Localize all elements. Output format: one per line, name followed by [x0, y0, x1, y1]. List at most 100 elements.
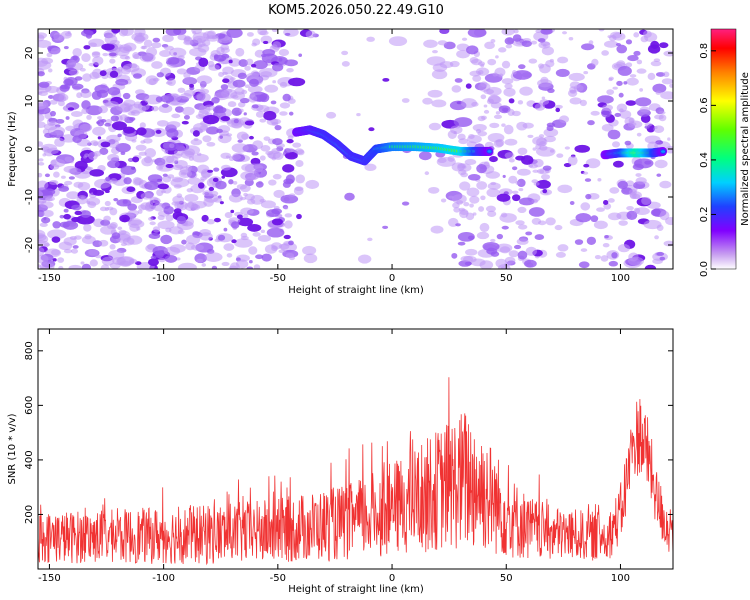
- noise-speck: [457, 231, 475, 242]
- noise-speck: [656, 173, 662, 177]
- noise-speck: [431, 69, 448, 80]
- noise-speck: [274, 124, 282, 131]
- noise-speck: [597, 95, 614, 104]
- noise-speck: [644, 122, 653, 127]
- noise-speck: [644, 135, 661, 144]
- noise-speck: [122, 92, 131, 100]
- noise-speck: [537, 38, 546, 43]
- noise-speck: [199, 88, 210, 94]
- ridge-core: [661, 150, 666, 153]
- noise-speck: [556, 153, 564, 158]
- x-tick-label: -50: [270, 573, 286, 584]
- noise-speck: [235, 259, 249, 269]
- spectrogram-ridge: [292, 125, 668, 166]
- noise-speck: [206, 219, 215, 225]
- noise-speck: [590, 110, 600, 116]
- noise-speck: [555, 251, 566, 258]
- noise-speck: [251, 104, 259, 109]
- noise-speck: [531, 217, 542, 225]
- noise-speck: [499, 246, 511, 254]
- noise-speck: [163, 205, 174, 215]
- noise-speck: [58, 95, 67, 102]
- noise-speck: [161, 190, 166, 194]
- noise-speck: [585, 193, 592, 200]
- noise-speck: [482, 241, 500, 252]
- noise-speck: [278, 57, 283, 62]
- noise-speck: [655, 90, 662, 95]
- noise-speck: [88, 151, 98, 161]
- noise-speck: [285, 174, 295, 184]
- noise-speck: [507, 108, 515, 116]
- noise-speck: [663, 50, 673, 57]
- noise-speck: [401, 201, 410, 206]
- noise-speck: [580, 202, 591, 211]
- noise-speck: [617, 66, 632, 76]
- noise-speck: [569, 97, 582, 105]
- noise-speck: [42, 209, 54, 217]
- noise-speck: [272, 80, 277, 84]
- noise-speck: [176, 68, 187, 75]
- noise-speck: [222, 78, 230, 84]
- colorbar-ticks: 0.0 0.2 0.4 0.6 0.8: [699, 43, 716, 277]
- noise-speck: [213, 106, 227, 114]
- noise-speck: [68, 176, 75, 180]
- noise-speck: [260, 229, 265, 234]
- noise-speck: [260, 200, 276, 209]
- noise-speck: [38, 141, 44, 147]
- noise-speck: [418, 151, 432, 161]
- noise-speck: [83, 45, 91, 50]
- noise-speck: [251, 42, 257, 47]
- noise-speck: [500, 212, 508, 218]
- noise-speck: [356, 113, 361, 117]
- noise-speck: [272, 138, 283, 146]
- noise-speck: [65, 125, 76, 132]
- noise-speck: [567, 155, 578, 166]
- noise-speck: [234, 238, 253, 248]
- noise-speck: [118, 44, 132, 54]
- noise-speck: [585, 158, 601, 169]
- noise-speck: [508, 175, 518, 184]
- noise-speck: [498, 188, 513, 196]
- noise-speck: [660, 91, 673, 100]
- noise-speck: [486, 86, 502, 96]
- noise-speck: [51, 249, 61, 256]
- noise-speck: [283, 206, 289, 210]
- noise-speck: [515, 220, 525, 226]
- noise-speck: [68, 264, 82, 269]
- noise-speck: [231, 154, 241, 161]
- noise-speck: [255, 111, 265, 118]
- noise-speck: [388, 36, 408, 47]
- noise-speck: [109, 178, 118, 184]
- noise-speck: [619, 108, 624, 112]
- noise-speck: [97, 136, 102, 140]
- noise-speck: [533, 181, 540, 186]
- noise-speck: [193, 122, 209, 133]
- noise-speck: [521, 40, 532, 47]
- noise-speck: [253, 264, 261, 269]
- noise-speck: [87, 201, 97, 209]
- noise-speck: [503, 124, 514, 135]
- snr-frame: [37, 328, 674, 570]
- noise-speck: [250, 63, 257, 68]
- noise-speck: [184, 193, 199, 203]
- noise-speck: [240, 232, 248, 238]
- noise-speck: [46, 147, 59, 155]
- noise-speck: [465, 83, 472, 89]
- noise-speck: [294, 186, 304, 192]
- noise-speck: [512, 34, 522, 42]
- noise-speck: [559, 115, 570, 124]
- noise-speck: [502, 174, 506, 178]
- noise-speck: [658, 110, 666, 115]
- noise-speck: [606, 89, 615, 95]
- noise-speck: [153, 202, 165, 212]
- noise-speck: [467, 29, 487, 38]
- noise-speck: [96, 89, 109, 99]
- noise-speck: [647, 72, 656, 81]
- noise-speck: [543, 128, 559, 137]
- noise-speck: [617, 180, 628, 190]
- noise-speck: [537, 79, 553, 88]
- noise-speck: [38, 172, 43, 178]
- noise-speck: [483, 109, 490, 114]
- noise-speck: [190, 138, 203, 146]
